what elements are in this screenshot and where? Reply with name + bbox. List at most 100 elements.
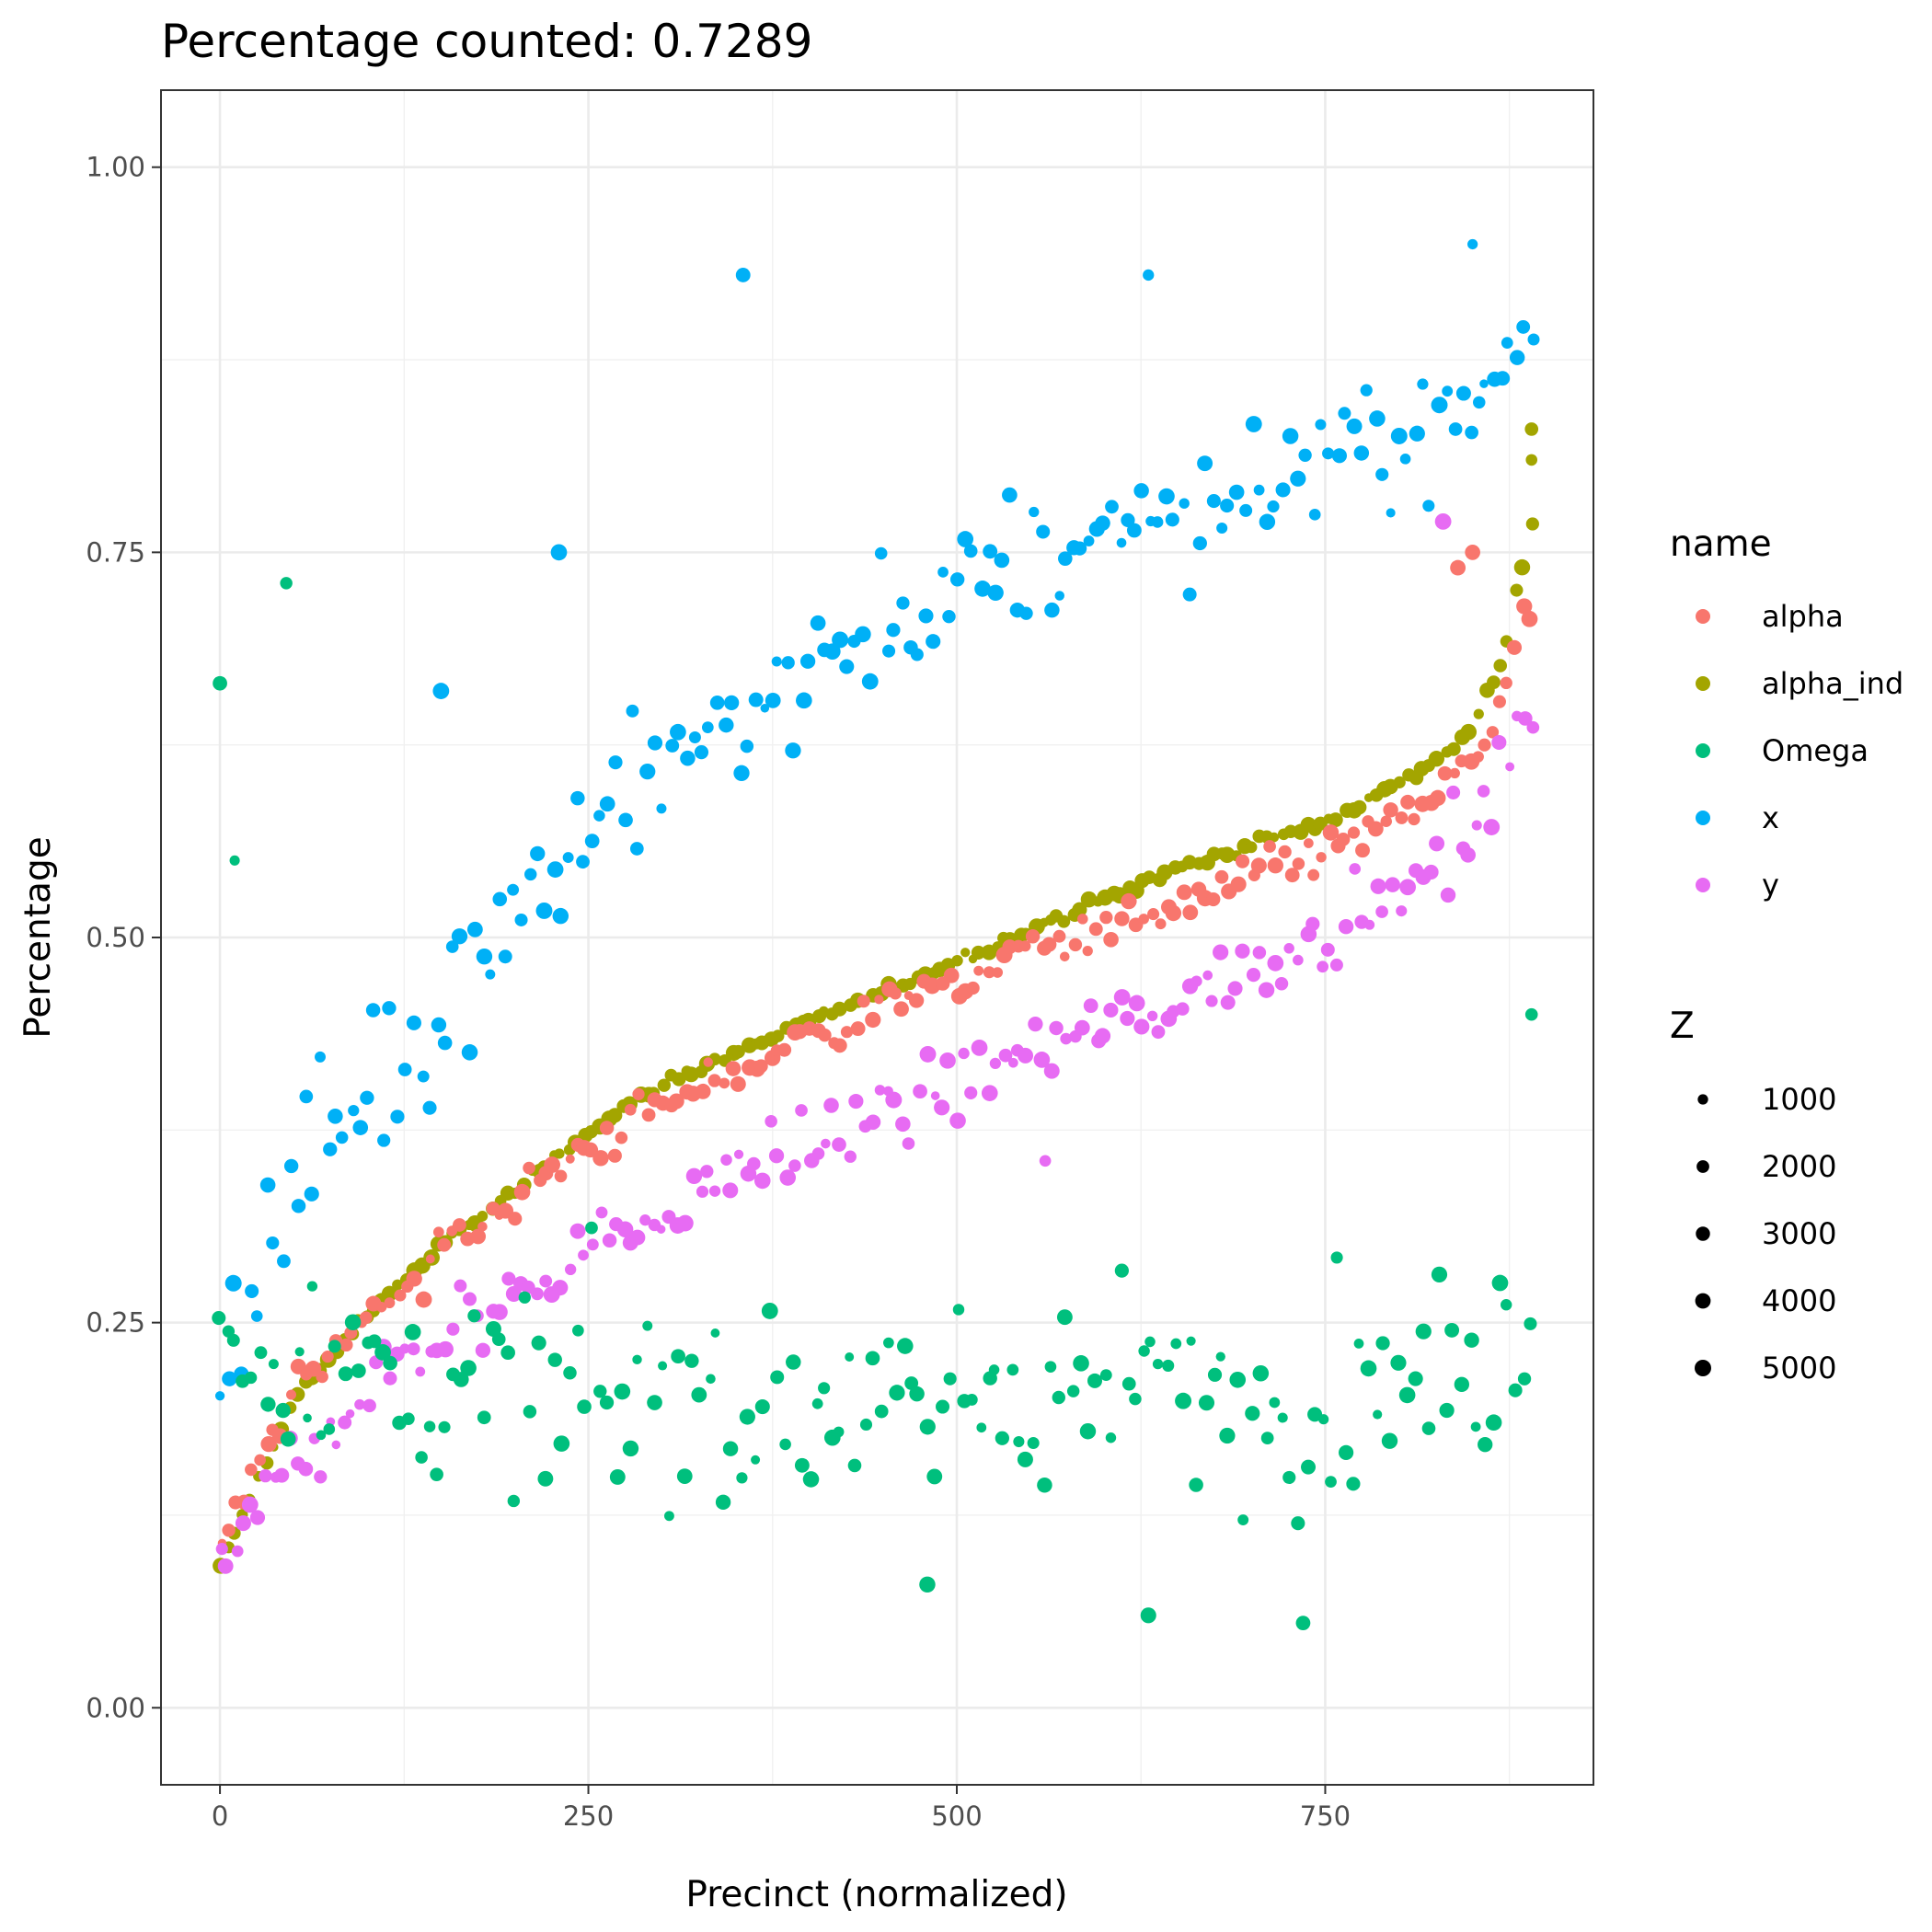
point-Omega xyxy=(1006,1363,1019,1376)
point-y xyxy=(1049,1020,1064,1036)
point-y xyxy=(298,1461,314,1477)
point-y xyxy=(1385,877,1400,892)
point-alpha xyxy=(384,1297,396,1309)
x-tick-label: 250 xyxy=(563,1800,614,1832)
point-alpha xyxy=(1292,857,1305,870)
point-Omega xyxy=(430,1467,443,1482)
point-x xyxy=(1516,319,1531,334)
point-alpha xyxy=(966,981,980,995)
point-Omega xyxy=(1375,1336,1390,1351)
point-alpha xyxy=(1486,726,1500,739)
point-Omega xyxy=(260,1397,276,1412)
point-y xyxy=(696,1185,709,1198)
point-alpha_ind xyxy=(1460,723,1478,741)
axes: 0 250 500 750 0.00 0.25 0.50 0.75 1.00 xyxy=(86,152,1351,1832)
point-x xyxy=(832,631,849,649)
point-y xyxy=(415,1366,426,1377)
point-x xyxy=(222,1371,237,1386)
point-x xyxy=(1220,499,1235,513)
point-Omega xyxy=(507,1494,521,1508)
point-y xyxy=(1227,981,1243,996)
point-Omega xyxy=(306,1281,318,1292)
point-alpha xyxy=(607,1148,622,1163)
point-Omega xyxy=(553,1435,570,1452)
point-y xyxy=(821,1138,831,1149)
point-x xyxy=(224,1274,242,1292)
point-alpha xyxy=(1450,559,1466,576)
point-alpha xyxy=(893,1001,909,1018)
point-Omega xyxy=(1079,1423,1097,1440)
point-Omega xyxy=(294,1347,305,1357)
point-x xyxy=(942,609,956,624)
point-Omega xyxy=(786,1354,801,1370)
point-alpha xyxy=(707,1074,721,1087)
point-y xyxy=(383,1371,397,1386)
point-y xyxy=(1220,995,1236,1010)
point-y xyxy=(274,1467,290,1483)
point-Omega xyxy=(794,1457,810,1473)
point-alpha_ind xyxy=(1525,517,1539,531)
point-alpha xyxy=(599,1121,615,1135)
point-x xyxy=(445,940,459,953)
point-y xyxy=(552,1280,569,1296)
point-alpha xyxy=(1088,922,1103,937)
point-Omega xyxy=(889,1385,905,1401)
point-Omega xyxy=(818,1382,831,1395)
point-alpha xyxy=(1380,815,1393,828)
legend-size-key xyxy=(1695,1360,1711,1376)
point-alpha xyxy=(703,1057,713,1067)
point-x xyxy=(1331,448,1348,464)
point-alpha xyxy=(425,1254,435,1264)
point-y xyxy=(720,1154,732,1166)
legend-label-alpha: alpha xyxy=(1762,599,1844,634)
point-y xyxy=(964,1086,978,1099)
point-x xyxy=(304,1186,319,1202)
point-y xyxy=(795,1104,808,1117)
point-x xyxy=(781,656,795,670)
point-x xyxy=(1044,602,1060,618)
point-Omega xyxy=(1027,1436,1040,1450)
point-y xyxy=(1483,819,1501,835)
point-x xyxy=(1054,591,1065,601)
point-y xyxy=(1146,1010,1158,1022)
point-y xyxy=(399,1343,410,1354)
point-y xyxy=(676,1214,694,1232)
point-y xyxy=(895,1116,911,1133)
point-y xyxy=(1423,864,1439,880)
point-y xyxy=(823,1098,839,1113)
point-y xyxy=(919,1045,937,1063)
point-Omega xyxy=(1037,1477,1052,1493)
point-Omega xyxy=(438,1420,451,1433)
point-Omega xyxy=(751,1455,761,1465)
point-alpha_ind xyxy=(1393,776,1406,788)
point-alpha xyxy=(840,1026,854,1039)
point-alpha xyxy=(316,1370,328,1384)
point-y xyxy=(345,1409,355,1419)
point-x xyxy=(1151,516,1164,528)
point-y xyxy=(848,1093,864,1110)
point-y xyxy=(1060,1032,1073,1045)
point-x xyxy=(647,735,663,751)
point-y xyxy=(768,1148,785,1164)
point-alpha xyxy=(1230,876,1247,892)
point-Omega xyxy=(577,1399,592,1414)
point-Omega xyxy=(453,1372,469,1387)
point-Omega xyxy=(909,1386,925,1402)
point-Omega xyxy=(467,1309,481,1323)
point-Omega xyxy=(275,1402,291,1419)
point-x xyxy=(1019,606,1033,620)
point-alpha xyxy=(305,1361,322,1377)
point-Omega xyxy=(1373,1409,1383,1420)
point-Omega xyxy=(383,1355,397,1371)
point-alpha_ind xyxy=(1446,742,1461,756)
point-x xyxy=(1179,498,1190,509)
point-y xyxy=(616,1221,634,1237)
point-Omega xyxy=(1207,1367,1223,1382)
point-y xyxy=(1113,989,1131,1006)
point-x xyxy=(498,949,512,964)
series-x xyxy=(214,238,1540,1401)
point-alpha xyxy=(1347,826,1361,839)
point-y xyxy=(958,1047,970,1060)
x-tick-label: 500 xyxy=(931,1800,982,1832)
